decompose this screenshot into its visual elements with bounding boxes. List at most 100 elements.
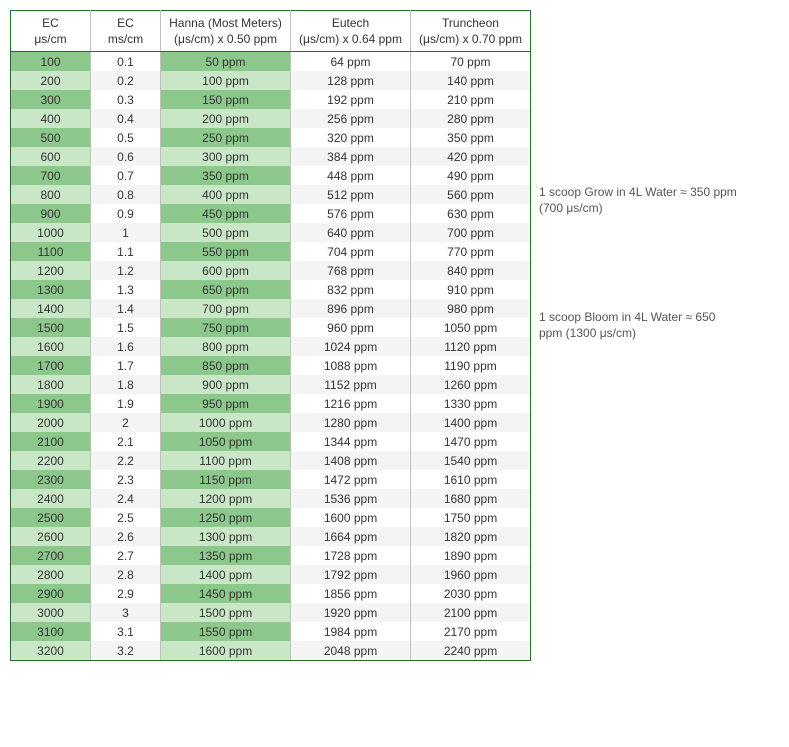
- cell-ec-us: 2400: [11, 489, 91, 508]
- cell-hanna: 1200 ppm: [161, 489, 291, 508]
- cell-truncheon: 140 ppm: [411, 71, 531, 90]
- cell-eutech: 512 ppm: [291, 185, 411, 204]
- cell-ec-ms: 2.3: [91, 470, 161, 489]
- cell-ec-us: 500: [11, 128, 91, 147]
- cell-hanna: 100 ppm: [161, 71, 291, 90]
- cell-ec-ms: 0.2: [91, 71, 161, 90]
- table-row: 10001500 ppm640 ppm700 ppm: [11, 223, 531, 242]
- annotation-note: 1 scoop Grow in 4L Water ≈ 350 ppm (700 …: [539, 185, 739, 216]
- cell-ec-us: 300: [11, 90, 91, 109]
- table-row: 13001.3650 ppm832 ppm910 ppm: [11, 280, 531, 299]
- cell-hanna: 900 ppm: [161, 375, 291, 394]
- cell-ec-ms: 2.6: [91, 527, 161, 546]
- cell-ec-ms: 1.9: [91, 394, 161, 413]
- cell-eutech: 256 ppm: [291, 109, 411, 128]
- cell-hanna: 1350 ppm: [161, 546, 291, 565]
- cell-truncheon: 1120 ppm: [411, 337, 531, 356]
- table-row: 25002.51250 ppm1600 ppm1750 ppm: [11, 508, 531, 527]
- cell-ec-us: 1900: [11, 394, 91, 413]
- cell-hanna: 300 ppm: [161, 147, 291, 166]
- cell-truncheon: 490 ppm: [411, 166, 531, 185]
- cell-hanna: 200 ppm: [161, 109, 291, 128]
- cell-eutech: 1408 ppm: [291, 451, 411, 470]
- cell-ec-ms: 2.9: [91, 584, 161, 603]
- cell-ec-ms: 3.1: [91, 622, 161, 641]
- table-row: 5000.5250 ppm320 ppm350 ppm: [11, 128, 531, 147]
- cell-ec-us: 2200: [11, 451, 91, 470]
- cell-ec-ms: 1.2: [91, 261, 161, 280]
- cell-eutech: 1152 ppm: [291, 375, 411, 394]
- cell-ec-us: 2300: [11, 470, 91, 489]
- table-row: 32003.21600 ppm2048 ppm2240 ppm: [11, 641, 531, 661]
- table-row: 7000.7350 ppm448 ppm490 ppm: [11, 166, 531, 185]
- cell-truncheon: 1330 ppm: [411, 394, 531, 413]
- cell-eutech: 1088 ppm: [291, 356, 411, 375]
- cell-truncheon: 700 ppm: [411, 223, 531, 242]
- cell-ec-us: 3200: [11, 641, 91, 661]
- cell-truncheon: 70 ppm: [411, 52, 531, 72]
- table-row: 200021000 ppm1280 ppm1400 ppm: [11, 413, 531, 432]
- cell-eutech: 192 ppm: [291, 90, 411, 109]
- table-row: 8000.8400 ppm512 ppm560 ppm: [11, 185, 531, 204]
- cell-eutech: 1792 ppm: [291, 565, 411, 584]
- cell-truncheon: 1260 ppm: [411, 375, 531, 394]
- col-header-title: EC: [11, 11, 91, 31]
- cell-hanna: 950 ppm: [161, 394, 291, 413]
- table-row: 17001.7850 ppm1088 ppm1190 ppm: [11, 356, 531, 375]
- cell-truncheon: 840 ppm: [411, 261, 531, 280]
- cell-ec-us: 2900: [11, 584, 91, 603]
- table-row: 27002.71350 ppm1728 ppm1890 ppm: [11, 546, 531, 565]
- cell-ec-ms: 1.7: [91, 356, 161, 375]
- cell-eutech: 1344 ppm: [291, 432, 411, 451]
- cell-hanna: 50 ppm: [161, 52, 291, 72]
- table-row: 3000.3150 ppm192 ppm210 ppm: [11, 90, 531, 109]
- cell-ec-us: 1300: [11, 280, 91, 299]
- cell-truncheon: 1820 ppm: [411, 527, 531, 546]
- cell-hanna: 1500 ppm: [161, 603, 291, 622]
- cell-ec-us: 400: [11, 109, 91, 128]
- cell-hanna: 600 ppm: [161, 261, 291, 280]
- cell-eutech: 832 ppm: [291, 280, 411, 299]
- cell-truncheon: 1960 ppm: [411, 565, 531, 584]
- cell-hanna: 1400 ppm: [161, 565, 291, 584]
- cell-hanna: 700 ppm: [161, 299, 291, 318]
- cell-eutech: 320 ppm: [291, 128, 411, 147]
- cell-ec-ms: 3.2: [91, 641, 161, 661]
- cell-eutech: 1856 ppm: [291, 584, 411, 603]
- table-row: 16001.6800 ppm1024 ppm1120 ppm: [11, 337, 531, 356]
- cell-eutech: 1280 ppm: [291, 413, 411, 432]
- cell-truncheon: 910 ppm: [411, 280, 531, 299]
- cell-ec-ms: 0.7: [91, 166, 161, 185]
- cell-truncheon: 350 ppm: [411, 128, 531, 147]
- cell-truncheon: 1400 ppm: [411, 413, 531, 432]
- cell-ec-us: 2500: [11, 508, 91, 527]
- col-header-title: Truncheon: [411, 11, 531, 31]
- cell-ec-ms: 2: [91, 413, 161, 432]
- cell-hanna: 1450 ppm: [161, 584, 291, 603]
- cell-hanna: 1600 ppm: [161, 641, 291, 661]
- col-header-sub: (μs/cm) x 0.70 ppm: [411, 30, 531, 52]
- cell-hanna: 500 ppm: [161, 223, 291, 242]
- table-row: 24002.41200 ppm1536 ppm1680 ppm: [11, 489, 531, 508]
- col-header-sub: (μs/cm) x 0.64 ppm: [291, 30, 411, 52]
- table-row: 29002.91450 ppm1856 ppm2030 ppm: [11, 584, 531, 603]
- cell-truncheon: 420 ppm: [411, 147, 531, 166]
- cell-ec-us: 2000: [11, 413, 91, 432]
- cell-eutech: 1216 ppm: [291, 394, 411, 413]
- table-row: 300031500 ppm1920 ppm2100 ppm: [11, 603, 531, 622]
- cell-eutech: 1984 ppm: [291, 622, 411, 641]
- cell-hanna: 1000 ppm: [161, 413, 291, 432]
- cell-truncheon: 280 ppm: [411, 109, 531, 128]
- table-row: 2000.2100 ppm128 ppm140 ppm: [11, 71, 531, 90]
- cell-ec-ms: 0.1: [91, 52, 161, 72]
- cell-ec-us: 900: [11, 204, 91, 223]
- cell-truncheon: 2240 ppm: [411, 641, 531, 661]
- cell-hanna: 1300 ppm: [161, 527, 291, 546]
- cell-eutech: 704 ppm: [291, 242, 411, 261]
- cell-ec-ms: 0.4: [91, 109, 161, 128]
- cell-truncheon: 2100 ppm: [411, 603, 531, 622]
- cell-ec-us: 1400: [11, 299, 91, 318]
- cell-hanna: 450 ppm: [161, 204, 291, 223]
- cell-ec-ms: 3: [91, 603, 161, 622]
- annotation-note: 1 scoop Bloom in 4L Water ≈ 650 ppm (130…: [539, 310, 739, 341]
